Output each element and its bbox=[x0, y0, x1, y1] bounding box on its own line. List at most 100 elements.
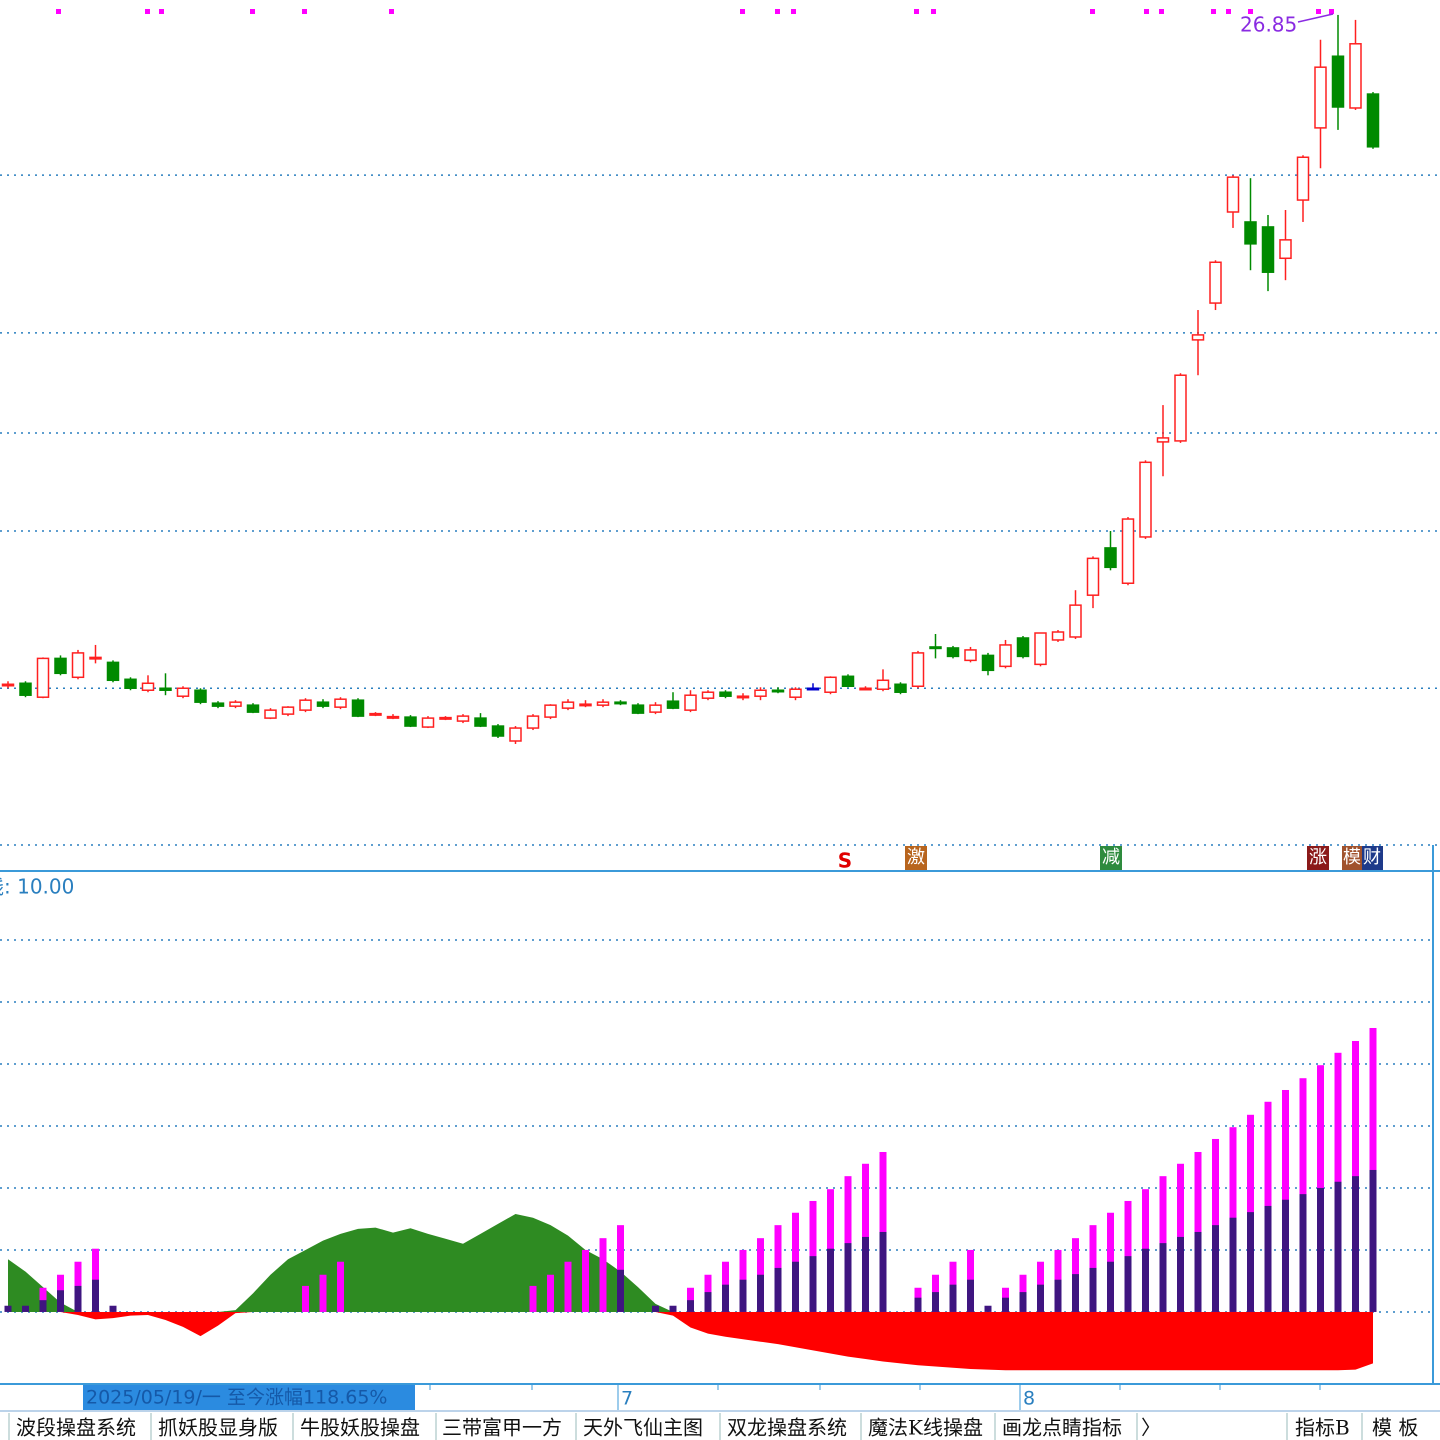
purple-bar bbox=[704, 1292, 712, 1312]
candle-body bbox=[439, 716, 452, 720]
signal-label: 模 bbox=[1343, 847, 1361, 868]
magenta-bar bbox=[582, 1249, 589, 1312]
signal-dot bbox=[1211, 9, 1216, 14]
purple-bar bbox=[1072, 1274, 1079, 1312]
candle-body bbox=[369, 712, 382, 716]
candle-body bbox=[386, 715, 400, 719]
candle-body bbox=[701, 691, 715, 699]
magenta-bar bbox=[337, 1261, 344, 1312]
indicator-tab[interactable]: 指标B bbox=[1295, 1416, 1350, 1440]
template-tab[interactable]: 模 板 bbox=[1372, 1416, 1418, 1440]
candle-body bbox=[894, 683, 907, 693]
signal-dot bbox=[1226, 9, 1231, 14]
signal-box bbox=[905, 846, 927, 870]
signal-dot bbox=[791, 9, 796, 14]
magenta-bar bbox=[1194, 1151, 1202, 1312]
purple-bar bbox=[1089, 1267, 1097, 1312]
purple-bar bbox=[1177, 1236, 1184, 1312]
purple-bar bbox=[739, 1279, 747, 1312]
candle-body bbox=[719, 691, 732, 697]
purple-bar bbox=[687, 1300, 694, 1312]
candle-body bbox=[684, 694, 697, 711]
tab[interactable]: 魔法K线操盘 bbox=[868, 1416, 983, 1440]
purple-bar bbox=[1124, 1256, 1132, 1312]
candle-body bbox=[1174, 374, 1187, 442]
candle-body bbox=[194, 689, 207, 703]
magenta-bar bbox=[687, 1287, 694, 1312]
candle-body bbox=[1314, 66, 1327, 129]
magenta-bar bbox=[302, 1285, 309, 1312]
purple-bar bbox=[1299, 1194, 1307, 1312]
magenta-bar bbox=[879, 1151, 887, 1312]
tab[interactable]: 波段操盘系统 bbox=[16, 1416, 136, 1440]
candle-body bbox=[106, 661, 120, 682]
purple-bar bbox=[652, 1305, 659, 1312]
candle-body bbox=[89, 656, 102, 660]
candle-body bbox=[404, 716, 417, 727]
signal-dot bbox=[389, 9, 394, 14]
candle-body bbox=[456, 715, 470, 722]
signal-label: 激 bbox=[907, 847, 925, 868]
candle-body bbox=[579, 703, 592, 707]
tab[interactable]: 画龙点睛指标 bbox=[1002, 1416, 1122, 1440]
candle-body bbox=[1104, 547, 1117, 569]
magenta-bar bbox=[319, 1274, 327, 1312]
date-info: 2025/05/19/一 至今涨幅118.65% bbox=[86, 1387, 388, 1409]
tab[interactable]: 三带富甲一方 bbox=[442, 1416, 562, 1440]
red-area bbox=[8, 1311, 1373, 1371]
candle-body bbox=[736, 695, 750, 699]
purple-bar bbox=[1037, 1284, 1044, 1312]
signal-dot bbox=[145, 9, 150, 14]
tab[interactable]: 双龙操盘系统 bbox=[727, 1416, 847, 1440]
candle-body bbox=[876, 679, 890, 690]
purple-bar bbox=[1352, 1176, 1359, 1312]
signal-dot bbox=[159, 9, 164, 14]
candle-body bbox=[754, 689, 767, 697]
tab[interactable]: 天外飞仙主图 bbox=[583, 1416, 703, 1440]
purple-bar bbox=[1282, 1199, 1289, 1312]
tab-scroll[interactable]: 〉 bbox=[1141, 1416, 1161, 1440]
magenta-bar bbox=[39, 1287, 47, 1312]
purple-bar bbox=[1159, 1243, 1167, 1312]
signal-box bbox=[1342, 846, 1362, 870]
purple-bar bbox=[617, 1269, 624, 1312]
candle-body bbox=[491, 725, 505, 737]
tab[interactable]: 抓妖股显身版 bbox=[158, 1416, 278, 1440]
purple-bar bbox=[74, 1285, 82, 1312]
candle-body bbox=[631, 704, 645, 714]
candle-body bbox=[211, 702, 225, 707]
max-price-label: 26.85 bbox=[1240, 13, 1297, 37]
candle-body bbox=[141, 682, 155, 691]
signal-dot bbox=[740, 9, 745, 14]
candle-body bbox=[229, 701, 242, 707]
purple-bar bbox=[932, 1292, 939, 1312]
tab-separators bbox=[8, 1413, 1363, 1440]
candle-body bbox=[1279, 239, 1292, 260]
candle-body bbox=[806, 687, 820, 691]
candle-body bbox=[1, 683, 15, 687]
candle-body bbox=[71, 652, 85, 679]
purple-bar bbox=[1054, 1279, 1062, 1312]
purple-bar bbox=[862, 1236, 869, 1312]
candle-body bbox=[929, 646, 942, 650]
purple-bar bbox=[22, 1305, 29, 1312]
candle-body bbox=[54, 657, 67, 675]
purple-bar bbox=[1107, 1261, 1114, 1312]
purple-bar bbox=[879, 1231, 887, 1312]
candle-body bbox=[859, 687, 872, 691]
candle-body bbox=[544, 704, 557, 718]
purple-bar bbox=[4, 1305, 12, 1312]
signal-dot bbox=[250, 9, 255, 14]
purple-bar bbox=[984, 1305, 992, 1312]
candle-body bbox=[316, 701, 330, 707]
tab[interactable]: 牛股妖股操盘 bbox=[300, 1416, 420, 1440]
indicator-label: 线: 10.00 bbox=[0, 875, 74, 899]
candle-body bbox=[1191, 334, 1205, 341]
candle-body bbox=[334, 698, 347, 708]
purple-bar bbox=[1334, 1181, 1342, 1312]
candle-body bbox=[1331, 55, 1345, 108]
purple-bar bbox=[669, 1305, 677, 1312]
green-area bbox=[8, 1213, 1373, 1312]
candle-body bbox=[1244, 221, 1257, 245]
